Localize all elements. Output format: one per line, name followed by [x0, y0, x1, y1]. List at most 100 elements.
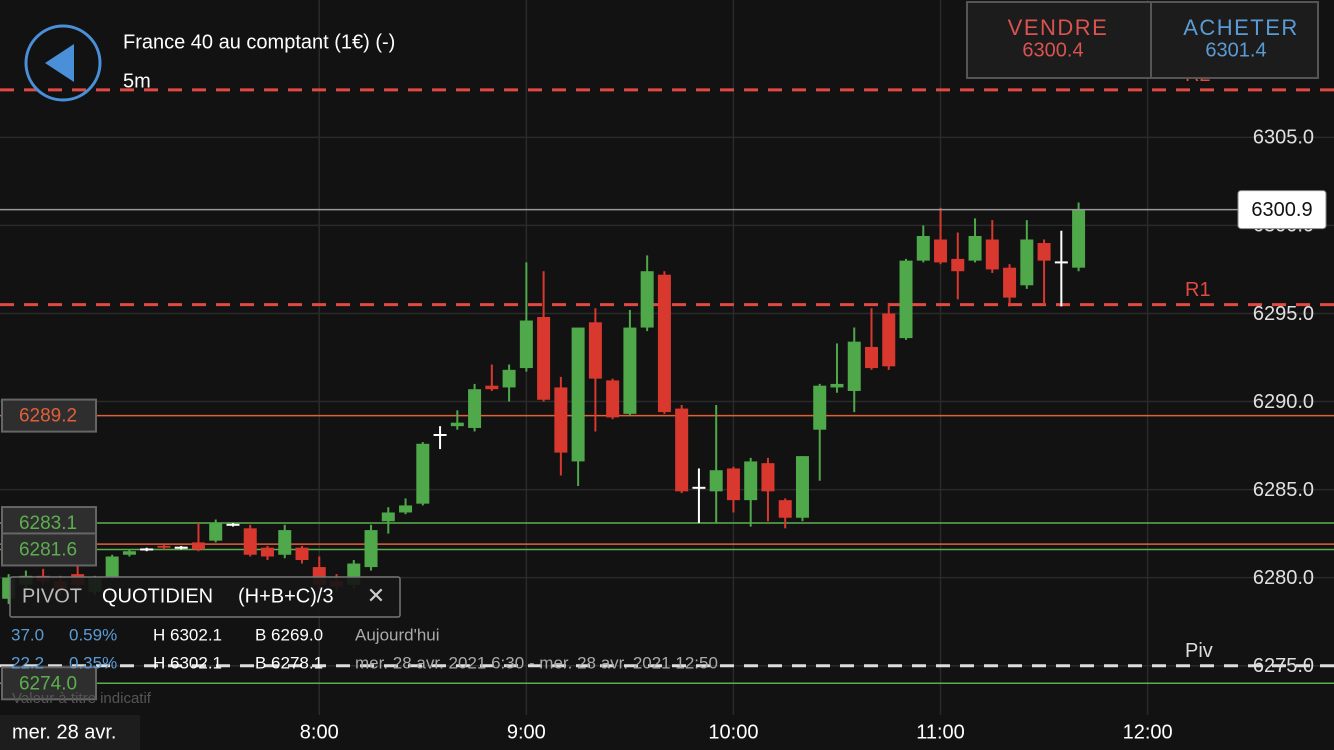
level-tag-label: 6274.0	[19, 673, 77, 694]
candle-body	[813, 385, 827, 430]
pivot-range: Aujourd'hui	[355, 625, 440, 644]
candle-body	[209, 523, 223, 541]
candle-body	[847, 341, 861, 391]
buy-label[interactable]: ACHETER	[1183, 15, 1299, 40]
pivot-high: H 6302.1	[153, 653, 222, 672]
candle-body	[761, 463, 775, 492]
y-tick-label: 6275.0	[1253, 655, 1314, 677]
pivot-header	[9, 576, 401, 618]
candle-body	[882, 313, 896, 367]
candle-body	[468, 389, 482, 428]
candle-body	[191, 542, 205, 550]
candle-body	[744, 461, 758, 501]
pivot-period[interactable]: QUOTIDIEN	[102, 585, 213, 607]
pivot-label: PIVOT	[22, 585, 82, 607]
candle-body	[899, 260, 913, 339]
back-button[interactable]	[24, 24, 102, 102]
candle-body	[985, 239, 999, 270]
candle-body	[554, 387, 568, 453]
x-tick-label: 9:00	[507, 721, 546, 743]
candle-body	[1020, 239, 1034, 286]
pivot-low: B 6269.0	[255, 625, 323, 644]
pivot-low: B 6278.1	[255, 653, 323, 672]
candle-body	[485, 385, 499, 390]
level-tag	[1, 666, 97, 701]
candle-body	[1003, 267, 1017, 298]
candle-body	[934, 239, 948, 263]
level-name: R1	[1185, 279, 1211, 301]
candle-body	[778, 500, 792, 518]
disclaimer: Valeur à titre indicatif	[12, 690, 152, 707]
candle-body	[381, 512, 395, 522]
pivot-percent: 0.59%	[69, 625, 117, 644]
candle-body	[502, 369, 516, 388]
candle-body	[830, 383, 844, 388]
candle-body	[537, 316, 551, 400]
y-tick-label: 6285.0	[1253, 479, 1314, 501]
pivot-high: H 6302.1	[153, 625, 222, 644]
sell-label[interactable]: VENDRE	[1008, 15, 1109, 40]
level-name: Piv	[1185, 640, 1213, 662]
back-circle[interactable]	[24, 24, 102, 102]
candle-body	[278, 530, 292, 555]
candle-body	[260, 547, 274, 557]
level-tag-label: 6289.2	[19, 406, 77, 427]
candle-body	[640, 271, 654, 328]
candle-body	[416, 443, 430, 504]
current-price-label: 6300.9	[1251, 199, 1312, 221]
pivot-percent: 0.35%	[69, 653, 117, 672]
back-arrow[interactable]	[45, 44, 74, 82]
candle-body	[157, 545, 171, 548]
x-tick-label: 8:00	[300, 721, 339, 743]
buy-price[interactable]: 6301.4	[1205, 39, 1266, 61]
candle-body	[399, 505, 413, 513]
date-label: mer. 28 avr.	[12, 721, 117, 743]
pivot-range: mer. 28 avr. 2021 6:30 - mer. 28 avr. 20…	[355, 653, 718, 672]
interval[interactable]: 5m	[123, 70, 151, 92]
level-tag	[1, 532, 97, 567]
current-price-tag	[1237, 190, 1327, 230]
level-tag-label: 6283.1	[19, 513, 77, 534]
candle-body	[588, 322, 602, 379]
level-tag	[1, 398, 97, 433]
pivot-points: 22.2	[11, 653, 44, 672]
candle-body	[865, 346, 879, 369]
buy-button[interactable]	[1150, 1, 1319, 79]
candle-body	[295, 547, 309, 561]
candle-body	[968, 235, 982, 261]
candle-body	[675, 408, 689, 492]
x-tick-label: 10:00	[708, 721, 758, 743]
date-box	[0, 715, 140, 750]
candle-body	[243, 528, 257, 555]
candle-body	[364, 530, 378, 568]
pivot-points: 37.0	[11, 625, 44, 644]
pivot-panel: PIVOT QUOTIDIEN (H+B+C)/3 ✕ 37.0 0.59% H…	[9, 576, 718, 672]
candle-body	[105, 556, 119, 578]
pivot-formula[interactable]: (H+B+C)/3	[238, 585, 334, 607]
y-tick-label: 6290.0	[1253, 391, 1314, 413]
candle-body	[726, 468, 740, 501]
x-tick-label: 11:00	[916, 721, 965, 743]
candle-body	[519, 320, 533, 369]
candle-body	[916, 235, 930, 261]
candle-body	[795, 456, 809, 518]
y-tick-label: 6280.0	[1253, 567, 1314, 589]
x-tick-label: 12:00	[1123, 721, 1173, 743]
candle-body	[657, 274, 671, 413]
y-tick-label: 6305.0	[1253, 127, 1314, 149]
candle-body	[1072, 209, 1086, 268]
instrument-name: France 40 au comptant (1€) (-)	[123, 31, 395, 53]
candle-body	[1037, 243, 1051, 261]
level-tag-label: 6281.6	[19, 539, 77, 560]
y-tick-label: 6295.0	[1253, 303, 1314, 325]
candle-body	[951, 258, 965, 272]
candle-body	[450, 422, 464, 427]
candle-body	[122, 551, 136, 555]
candle-body	[606, 380, 620, 418]
sell-button[interactable]	[966, 1, 1152, 79]
pivot-close[interactable]: ✕	[367, 583, 385, 608]
sell-price[interactable]: 6300.4	[1022, 39, 1083, 61]
